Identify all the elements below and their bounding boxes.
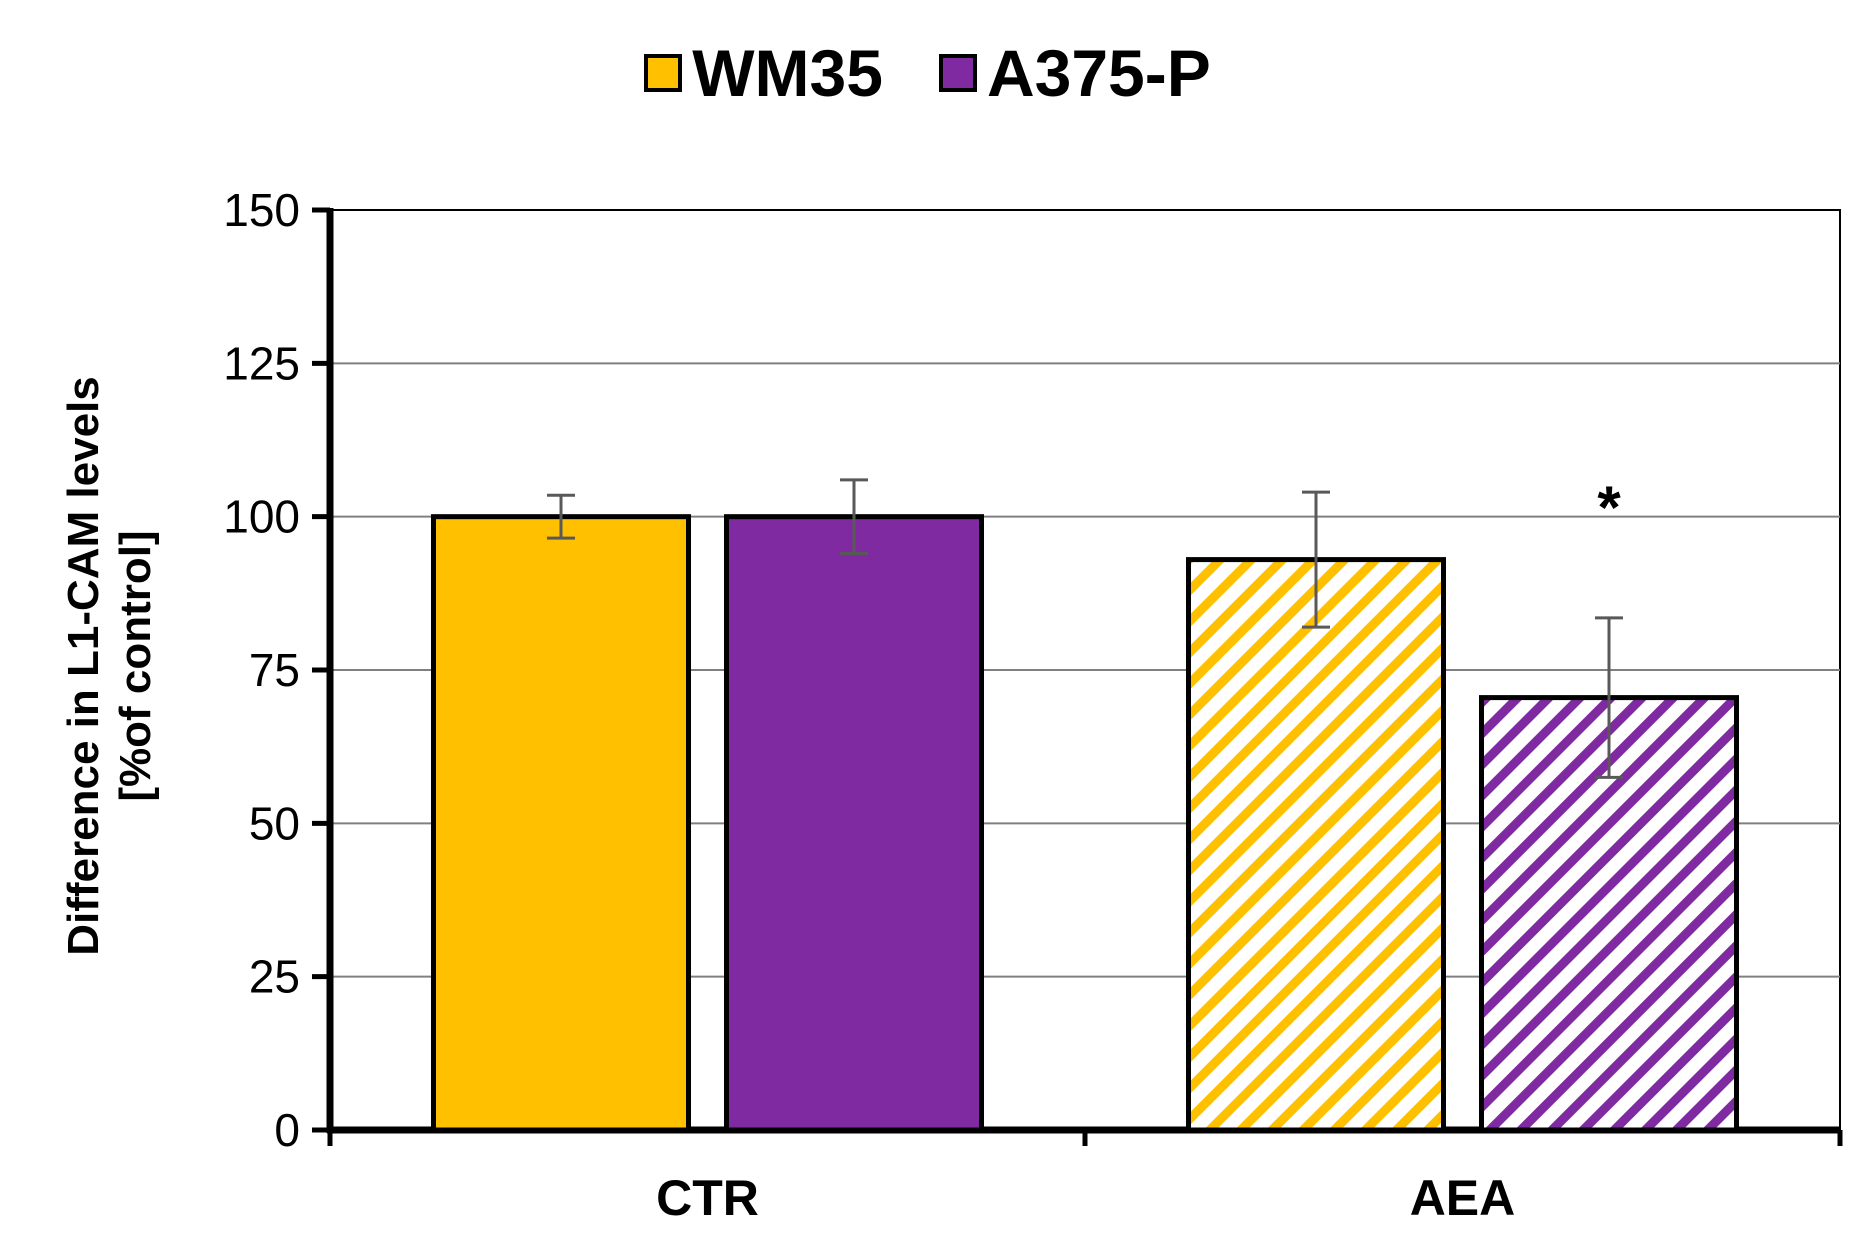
legend-item-a375p: A375-P bbox=[938, 36, 1211, 110]
y-tick-label: 150 bbox=[223, 184, 300, 236]
x-tick-label: CTR bbox=[656, 1170, 759, 1226]
x-tick-label: AEA bbox=[1410, 1170, 1516, 1226]
y-tick-label: 0 bbox=[274, 1104, 300, 1156]
y-tick-label: 75 bbox=[249, 644, 300, 696]
y-tick-label: 125 bbox=[223, 337, 300, 389]
legend: WM35 A375-P bbox=[0, 40, 1855, 106]
legend-label-wm35: WM35 bbox=[692, 36, 883, 110]
legend-item-wm35: WM35 bbox=[644, 40, 883, 106]
y-tick-label: 50 bbox=[249, 797, 300, 849]
legend-swatch-a375p bbox=[938, 54, 977, 92]
y-tick-label: 25 bbox=[249, 951, 300, 1003]
y-tick-label: 100 bbox=[223, 491, 300, 543]
significance-marker: * bbox=[1597, 474, 1621, 541]
bar-wm35-aea bbox=[1186, 557, 1446, 1133]
bar-wm35-ctr bbox=[431, 514, 691, 1133]
legend-label-a375p: A375-P bbox=[986, 36, 1211, 110]
bar-a375-p-ctr bbox=[724, 514, 984, 1133]
legend-swatch-wm35 bbox=[644, 54, 683, 92]
